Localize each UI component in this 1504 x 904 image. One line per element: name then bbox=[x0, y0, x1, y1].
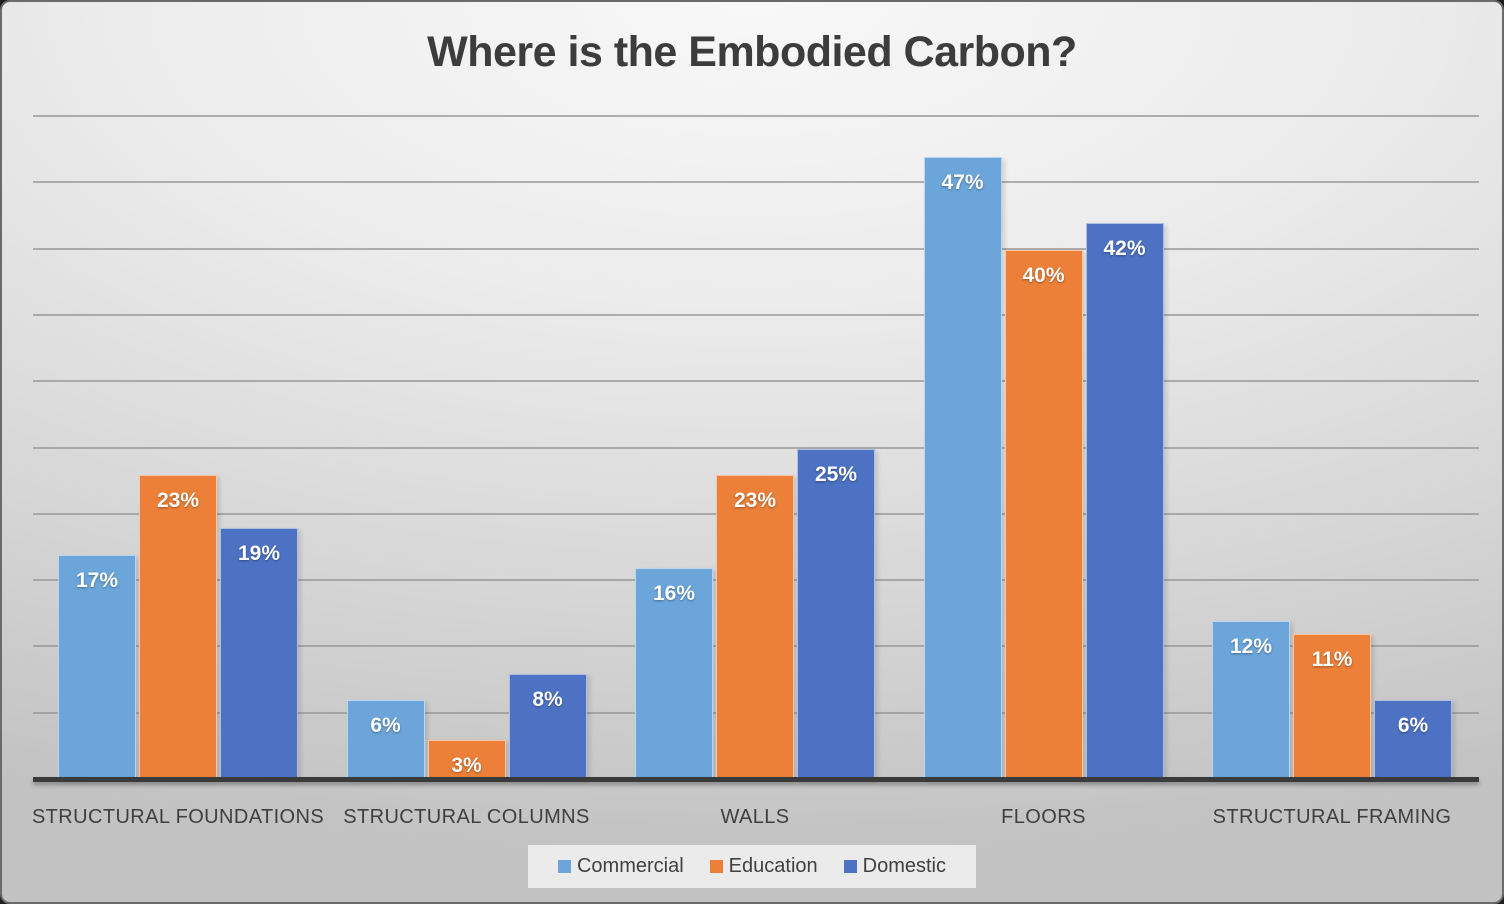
gridline-40 bbox=[33, 247, 1479, 250]
category-label-structural-framing: STRUCTURAL FRAMING bbox=[1212, 805, 1452, 828]
legend-swatch-domestic bbox=[843, 860, 857, 873]
legend-item-domestic: Domestic bbox=[843, 855, 947, 878]
legend-item-commercial: Commercial bbox=[557, 855, 684, 878]
bar-group-floors: 47% 40% 42% bbox=[923, 117, 1164, 780]
category-label-structural-foundations: STRUCTURAL FOUNDATIONS bbox=[31, 805, 325, 828]
legend-label-commercial: Commercial bbox=[576, 855, 684, 877]
bar-group-structural-foundations: 17% 23% 19% bbox=[58, 117, 298, 780]
bar-commercial-structural-columns: 6% bbox=[346, 700, 425, 780]
bar-education-structural-foundations: 23% bbox=[139, 475, 217, 780]
bar-commercial-structural-foundations: 17% bbox=[58, 554, 136, 780]
bar-value-label: 3% bbox=[451, 754, 482, 778]
legend: Commercial Education Domestic bbox=[527, 845, 977, 888]
bar-education-floors: 40% bbox=[1004, 249, 1083, 780]
category-cell: STRUCTURAL FRAMING bbox=[1212, 801, 1452, 833]
bar-value-label: 17% bbox=[75, 568, 119, 592]
gridline-35 bbox=[33, 313, 1479, 316]
plot-area: 17% 23% 19% 6% 3% 8% 16% 23% 25% 47% 40% 42% 12% 11% 6… bbox=[33, 115, 1479, 780]
bar-domestic-structural-framing: 6% bbox=[1374, 700, 1452, 780]
category-cell: WALLS bbox=[635, 801, 875, 833]
bar-value-label: 6% bbox=[370, 714, 401, 738]
bar-value-label: 23% bbox=[156, 489, 200, 513]
category-axis: STRUCTURAL FOUNDATIONS STRUCTURAL COLUMNS… bbox=[32, 801, 1479, 833]
bar-group-structural-framing: 12% 11% 6% bbox=[1212, 117, 1452, 780]
bar-education-walls: 23% bbox=[716, 475, 794, 780]
bar-education-structural-framing: 11% bbox=[1293, 634, 1371, 780]
bar-value-label: 23% bbox=[733, 489, 777, 513]
bar-value-label: 16% bbox=[652, 581, 696, 605]
bar-value-label: 11% bbox=[1311, 648, 1353, 672]
gridline-25 bbox=[33, 446, 1479, 449]
bar-groups-container: 17% 23% 19% 6% 3% 8% 16% 23% 25% 47% 40% 42% 12% 11% 6… bbox=[33, 117, 1479, 780]
bar-commercial-structural-framing: 12% bbox=[1212, 620, 1290, 780]
bar-domestic-walls: 25% bbox=[797, 448, 875, 780]
bar-commercial-walls: 16% bbox=[635, 567, 713, 780]
bar-value-label: 6% bbox=[1397, 714, 1429, 738]
gridline-50 bbox=[33, 115, 1479, 117]
x-axis-line bbox=[33, 777, 1479, 782]
bar-value-label: 40% bbox=[1022, 263, 1065, 287]
gridline-30 bbox=[33, 380, 1479, 383]
bar-group-walls: 16% 23% 25% bbox=[635, 117, 875, 780]
bar-value-label: 42% bbox=[1103, 237, 1146, 261]
chart-title: Where is the Embodied Carbon? bbox=[427, 28, 1077, 76]
legend-label-education: Education bbox=[728, 855, 818, 877]
category-label-floors: FLOORS bbox=[1001, 805, 1086, 828]
category-cell: STRUCTURAL COLUMNS bbox=[343, 801, 589, 833]
legend-label-domestic: Domestic bbox=[862, 855, 947, 877]
bar-value-label: 47% bbox=[941, 170, 984, 194]
category-label-walls: WALLS bbox=[720, 805, 790, 828]
bar-education-structural-columns: 3% bbox=[427, 740, 506, 780]
bar-value-label: 8% bbox=[532, 687, 563, 711]
legend-item-education: Education bbox=[709, 855, 818, 878]
bar-domestic-structural-foundations: 19% bbox=[220, 528, 298, 780]
category-label-structural-columns: STRUCTURAL COLUMNS bbox=[343, 805, 590, 828]
bar-group-structural-columns: 6% 3% 8% bbox=[346, 117, 587, 780]
bar-commercial-floors: 47% bbox=[923, 156, 1002, 780]
legend-swatch-commercial bbox=[557, 860, 571, 873]
bar-domestic-floors: 42% bbox=[1085, 223, 1164, 780]
bar-value-label: 25% bbox=[814, 462, 858, 486]
bar-domestic-structural-columns: 8% bbox=[508, 673, 587, 780]
gridline-45 bbox=[33, 181, 1479, 184]
category-cell: STRUCTURAL FOUNDATIONS bbox=[32, 801, 324, 833]
category-cell: FLOORS bbox=[924, 801, 1164, 833]
bar-value-label: 12% bbox=[1229, 634, 1273, 658]
legend-swatch-education bbox=[709, 860, 723, 873]
bar-value-label: 19% bbox=[237, 542, 281, 566]
